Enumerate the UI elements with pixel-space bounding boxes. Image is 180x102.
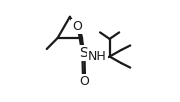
Text: NH: NH [88,50,107,63]
Text: O: O [79,75,89,88]
Text: S: S [80,46,88,60]
Text: O: O [72,20,82,33]
